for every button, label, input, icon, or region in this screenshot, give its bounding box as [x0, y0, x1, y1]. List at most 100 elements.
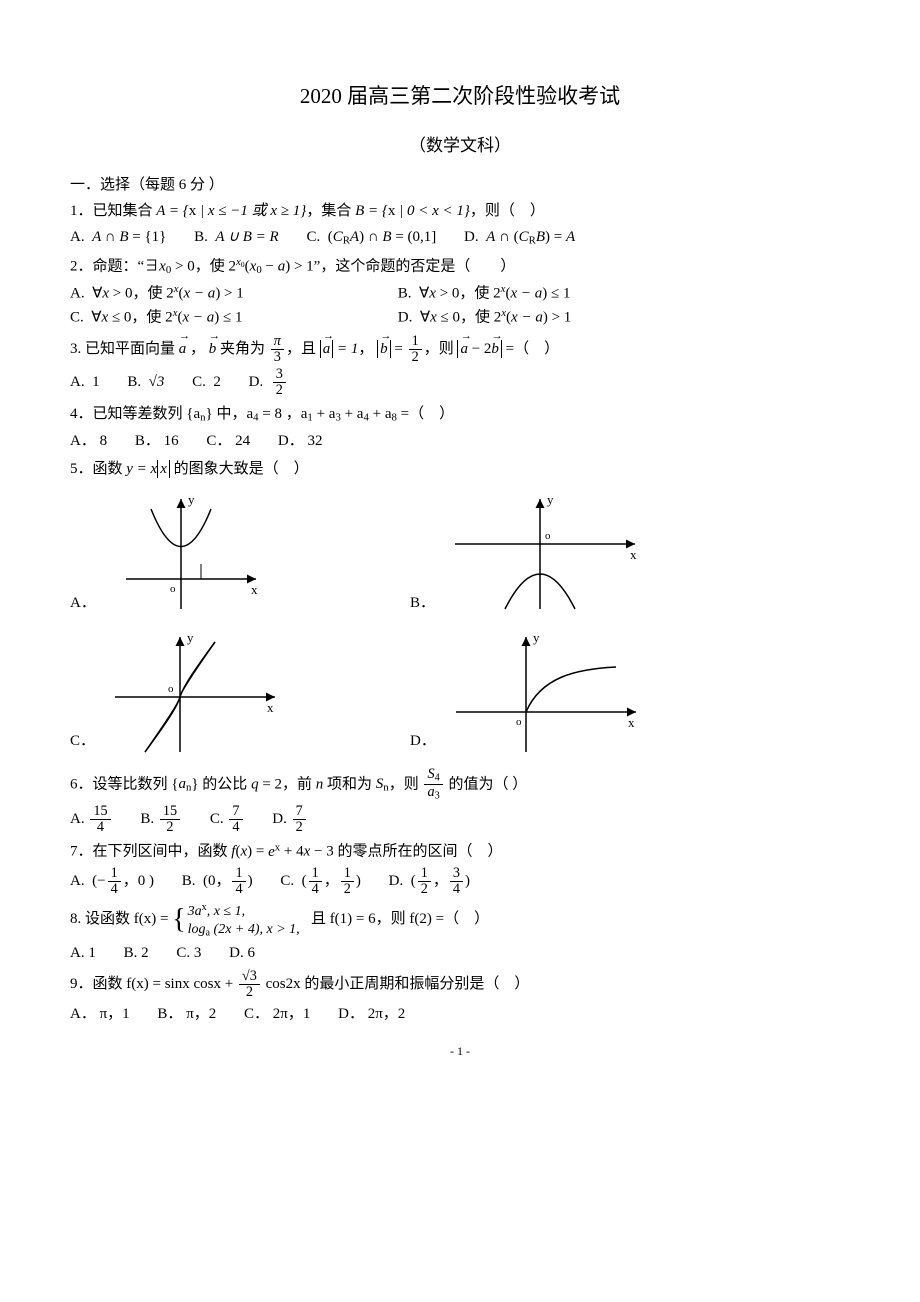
axis-x-label: x: [630, 547, 637, 562]
q3-tail: =（ ）: [502, 341, 559, 357]
q5-label-B: B．: [410, 591, 435, 615]
q5-graph-D: x y o: [446, 627, 646, 757]
q7-opt-A: A. (−14，0 ): [70, 866, 154, 897]
q1-stem-pre: 1．已知集合: [70, 203, 156, 219]
axis-y-label: y: [188, 492, 195, 507]
q1-opt-B: B. A ∪ B = R: [194, 225, 279, 249]
q3-opt-D: D. 32: [249, 367, 288, 398]
q6-Bd: 2: [160, 820, 180, 835]
q4-B: 16: [164, 433, 179, 449]
q8-case2: loga (2x + 4), x > 1,: [188, 922, 300, 937]
q4-options: A． 8 B． 16 C． 24 D． 32: [70, 429, 850, 453]
axis-x-label: x: [251, 582, 258, 597]
q1-opt-A: A. A ∩ B = {1}: [70, 225, 166, 249]
question-2: 2．命题：“∃x0 > 0，使 2x0(x0 − a) > 1”，这个命题的否定…: [70, 254, 850, 279]
axis-y-label: y: [547, 492, 554, 507]
q9-D: 2π，2: [368, 1006, 406, 1022]
q7-C-post: ): [356, 872, 361, 888]
q6-Cn: 7: [229, 804, 242, 820]
q6-options: A. 154 B. 152 C. 74 D. 72: [70, 804, 850, 835]
q7-C2d: 2: [341, 882, 354, 897]
question-4: 4．已知等差数列 {an} 中，a4 = 8 ，a1 + a3 + a4 + a…: [70, 402, 850, 427]
q7-opt-B: B. (0，14): [182, 866, 253, 897]
q3-opt-B: B. √3: [127, 370, 164, 394]
q1-opt-C: C. (CRA) ∩ B = (0,1]: [306, 225, 436, 250]
q2-opt-C: C. ∀x ≤ 0，使 2x(x − a) ≤ 1: [70, 305, 370, 329]
q7-A-pre: (−: [92, 872, 105, 888]
q9-sqrt3d: 2: [239, 985, 260, 1000]
q1-options: A. A ∩ B = {1} B. A ∪ B = R C. (CRA) ∩ B…: [70, 225, 850, 250]
q1-opt-D: D. A ∩ (CRB) = A: [464, 225, 575, 250]
q3-C-val: 2: [213, 374, 221, 390]
q2-opt-A: A. ∀x > 0，使 2x(x − a) > 1: [70, 281, 370, 305]
q3-mid3: ，则: [424, 341, 458, 357]
q7-options: A. (−14，0 ) B. (0，14) C. (14，12) D. (12，…: [70, 866, 850, 897]
q8-opt-B: B. 2: [124, 941, 149, 965]
origin-label: o: [170, 583, 176, 595]
q8-options: A. 1 B. 2 C. 3 D. 6: [70, 941, 850, 965]
q7-C1d: 4: [309, 882, 322, 897]
q8-piecewise: { 3ax, x ≤ 1, loga (2x + 4), x > 1,: [172, 900, 299, 939]
q9-B: π，2: [186, 1006, 216, 1022]
q9-opt-A: A． π，1: [70, 1002, 130, 1026]
origin-label: o: [545, 530, 551, 542]
q7-D1d: 2: [418, 882, 431, 897]
q9-sqrt3n: √3: [239, 969, 260, 985]
q7-C-mid: ，: [324, 872, 339, 888]
q7-An: 1: [108, 866, 121, 882]
q5-graph-C: x y o: [105, 627, 285, 757]
q3-B-val: √3: [149, 374, 165, 390]
q8-opt-C: C. 3: [176, 941, 201, 965]
q7-B-post: ): [248, 872, 253, 888]
q7-C2n: 1: [341, 866, 354, 882]
section-1-heading: 一．选择（每题 6 分 ）: [70, 173, 850, 197]
q7-Ad: 4: [108, 882, 121, 897]
q3-angle: 夹角为: [216, 341, 269, 357]
q1-mid: ，集合: [306, 203, 355, 219]
q1-setA: A = {x | x ≤ −1 或 x ≥ 1}: [156, 203, 306, 219]
q9-pre: 9．函数 f(x) = sinx cosx +: [70, 976, 237, 992]
q9-post: cos2x 的最小正周期和振幅分别是（ ）: [262, 976, 530, 992]
q8-pre: 8. 设函数 f(x) =: [70, 911, 172, 927]
q6-opt-B: B. 152: [140, 804, 182, 835]
origin-label: o: [168, 683, 174, 695]
axis-y-label: y: [187, 630, 194, 645]
q3-babs-d: 2: [409, 350, 422, 365]
q5-graph-A: x y o: [106, 489, 266, 619]
q9-options: A． π，1 B． π，2 C． 2π，1 D． 2π，2: [70, 1002, 850, 1026]
q3-opt-A: A. 1: [70, 370, 100, 394]
q8-C: 3: [194, 945, 202, 961]
q5-label-A: A．: [70, 591, 96, 615]
q7-D-pre: (: [411, 872, 416, 888]
q2-opt-D: D. ∀x ≤ 0，使 2x(x − a) > 1: [398, 305, 572, 329]
q3-Dd: 2: [273, 383, 286, 398]
q6-opt-A: A. 154: [70, 804, 113, 835]
question-3: 3. 已知平面向量 a ， b 夹角为 π3，且 a = 1， b = 12，则…: [70, 334, 850, 365]
q8-D: 6: [247, 945, 255, 961]
q1-post: ，则（ ）: [470, 203, 545, 219]
q3-options: A. 1 B. √3 C. 2 D. 32: [70, 367, 850, 398]
axis-x-label: x: [628, 715, 635, 730]
q7-Bd: 4: [232, 882, 245, 897]
q5-label-C: C．: [70, 729, 95, 753]
q9-A: π，1: [100, 1006, 130, 1022]
question-5: 5．函数 y = xx 的图象大致是（ ）: [70, 457, 850, 481]
q3-opt-C: C. 2: [192, 370, 221, 394]
exam-subtitle: （数学文科）: [70, 132, 850, 159]
q4-opt-B: B． 16: [135, 429, 179, 453]
q5-row1: A． x y o B． x y o: [70, 489, 850, 619]
q7-opt-C: C. (14，12): [280, 866, 361, 897]
q5-graph-B: x y o: [445, 489, 645, 619]
q6-Ad: 4: [90, 820, 110, 835]
q3-pi3-d: 3: [271, 350, 284, 365]
q7-D-mid: ，: [433, 872, 448, 888]
page-footer: - 1 -: [70, 1042, 850, 1061]
question-1: 1．已知集合 A = {x | x ≤ −1 或 x ≥ 1}，集合 B = {…: [70, 199, 850, 223]
q8-A: 1: [88, 945, 96, 961]
q2-options: A. ∀x > 0，使 2x(x − a) > 1 B. ∀x > 0，使 2x…: [70, 281, 850, 330]
q4-opt-A: A． 8: [70, 429, 107, 453]
q7-C-pre: (: [302, 872, 307, 888]
q9-opt-D: D． 2π，2: [338, 1002, 405, 1026]
q4-opt-C: C． 24: [206, 429, 250, 453]
question-8: 8. 设函数 f(x) = { 3ax, x ≤ 1, loga (2x + 4…: [70, 900, 850, 939]
